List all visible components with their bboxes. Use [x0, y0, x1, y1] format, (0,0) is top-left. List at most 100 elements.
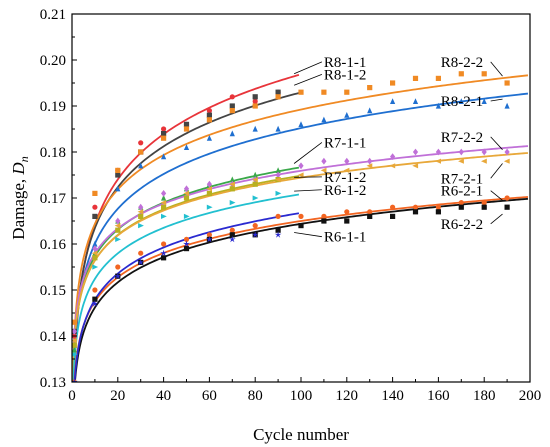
data-point-R7-2-2	[390, 153, 396, 160]
data-point-R6-2-1	[504, 195, 510, 201]
data-point-R6-1-2	[161, 213, 167, 219]
data-point-R8-1-2	[161, 131, 167, 137]
data-point-R7-2-1	[229, 181, 235, 187]
data-point-R7-2-2	[72, 328, 77, 335]
data-point-R7-2-1	[252, 177, 258, 183]
data-point-R7-2-1	[183, 190, 190, 196]
x-tick-label: 0	[68, 388, 76, 404]
fit-curves	[72, 74, 529, 382]
leader-R7-1-1	[293, 142, 323, 164]
data-point-R6-1-2	[183, 213, 190, 219]
data-point-R6-1-1	[91, 300, 99, 307]
leader-R6-2-2	[490, 213, 503, 225]
x-tick-label: 80	[248, 388, 263, 404]
data-point-R7-2-2	[298, 162, 304, 170]
data-point-R8-2-2	[161, 135, 167, 141]
data-point-R6-1-2	[229, 200, 236, 206]
data-point-R7-2-1	[389, 163, 396, 169]
data-point-R6-2-2	[229, 232, 235, 238]
fit-curve-R6-1-2	[72, 193, 300, 382]
data-point-R8-2-2	[390, 80, 396, 86]
data-point-R6-2-2	[298, 223, 304, 229]
data-point-R6-1-2	[206, 204, 213, 210]
leader-R7-2-2	[490, 136, 503, 150]
leader-R6-1-1	[294, 232, 322, 238]
plot-area: R8-1-1R8-1-2 R8-2-2 R8-2-1 R7-1-1 R7-2-2 R7-1…	[71, 13, 531, 383]
leader-R6-1-2	[294, 189, 322, 192]
data-point-R7-2-1	[503, 158, 510, 164]
data-point-R6-2-1	[458, 200, 464, 206]
data-point-R8-2-1	[481, 98, 487, 104]
data-point-R7-2-2	[275, 171, 281, 179]
data-point-R6-2-2	[344, 218, 350, 224]
data-point-R7-2-1	[91, 250, 98, 256]
data-point-R7-2-2	[458, 148, 464, 156]
x-tick-label: 180	[473, 388, 496, 404]
data-point-R6-2-1	[252, 223, 258, 229]
data-point-R6-2-2	[458, 204, 464, 210]
y-tick-label: 0.13	[40, 375, 66, 391]
data-point-R7-1-2	[161, 204, 167, 210]
series-label-R6-1-2: R6-1-2	[324, 183, 367, 199]
data-point-R8-2-2	[92, 190, 98, 196]
data-point-R7-1-2	[92, 255, 98, 261]
leader-R8-2-2	[490, 61, 503, 77]
data-point-R8-2-2	[138, 149, 144, 155]
data-point-R7-2-1	[206, 186, 212, 192]
data-point-R6-2-2	[275, 227, 281, 233]
data-point-R6-1-2	[72, 351, 78, 357]
data-point-R6-1-1	[251, 231, 259, 238]
data-point-R7-2-2	[206, 180, 212, 188]
data-point-R7-2-1	[412, 163, 419, 169]
data-point-R6-1-2	[252, 195, 259, 201]
data-point-R8-2-1	[435, 102, 441, 109]
data-point-R7-2-2	[481, 148, 487, 156]
data-point-R6-1-1	[72, 378, 78, 382]
series-label-R6-2-1: R6-2-1	[441, 184, 484, 200]
data-point-R6-2-1	[298, 213, 304, 219]
data-point-R7-1-1	[252, 171, 258, 178]
data-point-R8-2-1	[390, 98, 396, 104]
series-label-R8-2-1: R8-2-1	[441, 94, 484, 110]
data-point-R7-1-2	[183, 195, 190, 201]
data-point-R8-2-1	[367, 107, 373, 114]
data-point-R8-1-2	[206, 112, 212, 118]
data-point-R6-1-2	[92, 264, 99, 270]
data-point-R8-2-2	[183, 126, 190, 132]
y-axis: 0.13 0.14 0.15 0.16 0.17 0.18 0.19 0.20 0.21	[40, 7, 77, 391]
data-point-R7-2-1	[297, 172, 304, 178]
data-point-R6-2-1	[161, 241, 167, 247]
data-point-R6-2-2	[161, 255, 167, 261]
data-point-R7-1-1	[161, 194, 167, 201]
x-tick-label: 100	[290, 388, 313, 404]
data-point-R7-2-1	[114, 223, 121, 229]
data-point-R7-2-1	[137, 209, 144, 215]
data-point-R6-1-2	[138, 223, 144, 229]
y-tick-label: 0.17	[40, 191, 67, 207]
data-point-R8-2-1	[275, 125, 281, 132]
data-point-R8-2-1	[138, 162, 144, 169]
data-point-R6-2-2	[435, 209, 441, 215]
data-point-R7-1-2	[252, 181, 258, 187]
data-point-R6-2-1	[412, 204, 419, 210]
data-point-R7-1-1	[229, 176, 235, 183]
data-point-R8-1-2	[229, 103, 235, 109]
data-point-R6-2-1	[390, 204, 396, 210]
x-tick-label: 200	[519, 388, 542, 404]
data-point-R8-2-2	[252, 103, 258, 109]
data-point-R6-2-2	[481, 204, 487, 210]
series-label-R7-1-1: R7-1-1	[324, 135, 367, 151]
y-tick-label: 0.15	[40, 283, 66, 299]
data-point-R6-2-2	[321, 218, 327, 224]
data-point-R6-1-1	[274, 231, 282, 238]
data-point-R8-1-1	[161, 126, 167, 132]
x-tick-label: 60	[202, 388, 217, 404]
series-label-R7-2-1: R7-2-1	[441, 171, 484, 187]
data-point-R6-2-1	[344, 209, 350, 215]
data-point-R8-2-1	[92, 240, 98, 247]
data-point-R8-1-1	[229, 94, 235, 100]
data-point-R6-2-1	[206, 232, 212, 238]
data-point-R8-2-2	[412, 75, 419, 81]
data-point-R6-1-1	[183, 240, 190, 247]
data-point-R7-2-1	[435, 158, 441, 164]
